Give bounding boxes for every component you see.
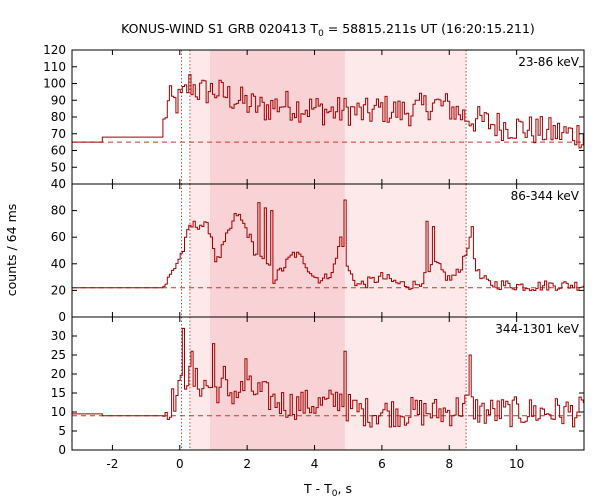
light-curve-3 — [72, 327, 584, 428]
y-axis-label: counts / 64 ms — [4, 204, 19, 297]
y-tick-label: 25 — [51, 348, 66, 362]
panel-energy-label: 344-1301 keV — [495, 322, 579, 336]
shaded-region-2 — [210, 317, 345, 450]
panel-2: 0 20 40 60 80 86-344 keV — [51, 183, 585, 324]
x-tick-label: 8 — [445, 457, 453, 471]
x-axis-label: T - T0, s — [303, 481, 352, 499]
x-tick-label: -2 — [106, 457, 118, 471]
y-tick-label: 40 — [51, 177, 66, 191]
y-tick-label: 15 — [51, 386, 66, 400]
y-tick-label: 90 — [51, 93, 66, 107]
chart-title: KONUS-WIND S1 GRB 020413 T0 = 58815.211s… — [121, 21, 535, 39]
x-tick-label: 10 — [509, 457, 524, 471]
y-tick-label: 0 — [58, 443, 66, 457]
y-tick-label: 120 — [43, 43, 66, 57]
y-tick-label: 50 — [51, 160, 66, 174]
y-tick-label: 20 — [51, 283, 66, 297]
light-curve-2 — [72, 199, 584, 292]
panel-1: 40 50 60 70 80 90 100 110 120 23-86 keV — [43, 43, 585, 191]
y-tick-label: 60 — [51, 144, 66, 158]
y-tick-label: 20 — [51, 367, 66, 381]
y-tick-label: 80 — [51, 110, 66, 124]
y-tick-label: 60 — [51, 230, 66, 244]
y-tick-label: 100 — [43, 77, 66, 91]
y-tick-label: 5 — [58, 424, 66, 438]
panel-3: 0 5 10 15 20 25 30 344-1301 keV — [51, 316, 585, 457]
x-tick-label: 6 — [378, 457, 386, 471]
y-tick-label: 80 — [51, 204, 66, 218]
y-tick-label: 10 — [51, 405, 66, 419]
y-tick-label: 40 — [51, 257, 66, 271]
x-tick-label: 2 — [243, 457, 251, 471]
light-curve-1 — [72, 74, 584, 149]
shaded-region-2 — [210, 184, 345, 317]
panel-energy-label: 23-86 keV — [518, 55, 580, 69]
panel-energy-label: 86-344 keV — [511, 189, 580, 203]
panel-frame — [71, 316, 585, 451]
x-tick-label: 0 — [176, 457, 184, 471]
y-tick-label: 0 — [58, 310, 66, 324]
x-tick-label: 4 — [311, 457, 319, 471]
y-tick-label: 70 — [51, 127, 66, 141]
y-tick-label: 110 — [43, 60, 66, 74]
y-tick-label: 30 — [51, 329, 66, 343]
